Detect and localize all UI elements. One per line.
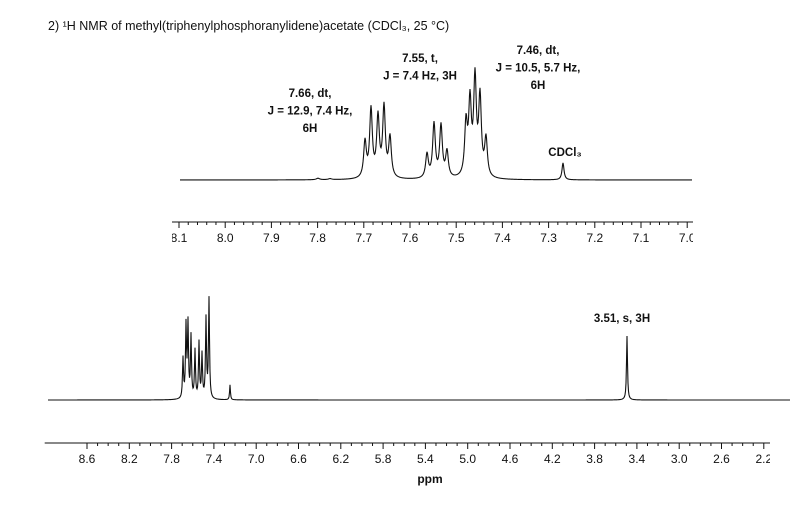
top-spectrum: 8.1 8.0 7.9 7.8 7.7 7.6 7.5 7.4 7.3 7.2 7.1 7.0 7.66… [171, 45, 696, 245]
tick-label: 3.8 [586, 452, 603, 466]
tick-label: 8.2 [121, 452, 138, 466]
tick-label: 3.0 [671, 452, 688, 466]
peak-annotation: 7.66, dt, [289, 88, 332, 100]
axis: 8.6 8.2 7.8 7.4 7.0 6.6 6.2 5.8 5.4 5.0 4.6 4.2 3.8 3… [44, 442, 772, 466]
tick-label: 6.6 [290, 452, 307, 466]
tick-label: 4.6 [502, 452, 519, 466]
tick-label: 6.2 [332, 452, 349, 466]
peak-annotation: J = 12.9, 7.4 Hz, [268, 106, 353, 118]
tick-label: 7.9 [263, 231, 280, 245]
bottom-spectrum: 8.6 8.2 7.8 7.4 7.0 6.6 6.2 5.8 5.4 5.0 4.6 4.2 3.8 3… [44, 296, 790, 486]
tick-label: 5.8 [375, 452, 392, 466]
tick-label: 7.0 [248, 452, 265, 466]
tick-label: 8.0 [217, 231, 234, 245]
top-trace [180, 67, 692, 181]
axis: 8.1 8.0 7.9 7.8 7.7 7.6 7.5 7.4 7.3 7.2 7.1 7.0 [171, 221, 696, 245]
tick-label: 8.6 [79, 452, 96, 466]
peak-annotation: CDCl₃ [548, 147, 581, 159]
tick-label: 8.1 [171, 231, 188, 245]
tick-label: 7.2 [586, 231, 603, 245]
tick-label: 7.5 [448, 231, 465, 245]
figure-title: 2) ¹H NMR of methyl(triphenylphosphorany… [48, 19, 449, 33]
tick-label: 7.4 [206, 452, 223, 466]
peak-annotation: 6H [303, 123, 318, 135]
tick-label: 7.0 [679, 231, 696, 245]
peak-annotation: 3.51, s, 3H [594, 313, 650, 325]
tick-label: 7.8 [309, 231, 326, 245]
peak-annotation: 7.46, dt, [517, 45, 560, 57]
tick-label: 7.8 [163, 452, 180, 466]
tick-label: 7.7 [355, 231, 372, 245]
tick-label: 5.0 [459, 452, 476, 466]
tick-label: 7.4 [494, 231, 511, 245]
axis-label: ppm [417, 472, 442, 486]
tick-label: 2.6 [713, 452, 730, 466]
bottom-trace [48, 296, 790, 401]
tick-label: 5.4 [417, 452, 434, 466]
peak-annotation: 6H [531, 80, 546, 92]
peak-annotation: J = 10.5, 5.7 Hz, [496, 63, 581, 75]
tick-label: 4.2 [544, 452, 561, 466]
peak-annotation: 7.55, t, [402, 53, 438, 65]
tick-label: 7.3 [540, 231, 557, 245]
tick-label: 2.2 [755, 452, 772, 466]
tick-label: 7.1 [633, 231, 650, 245]
tick-label: 7.6 [402, 231, 419, 245]
peak-annotation: J = 7.4 Hz, 3H [383, 71, 457, 83]
tick-label: 3.4 [629, 452, 646, 466]
